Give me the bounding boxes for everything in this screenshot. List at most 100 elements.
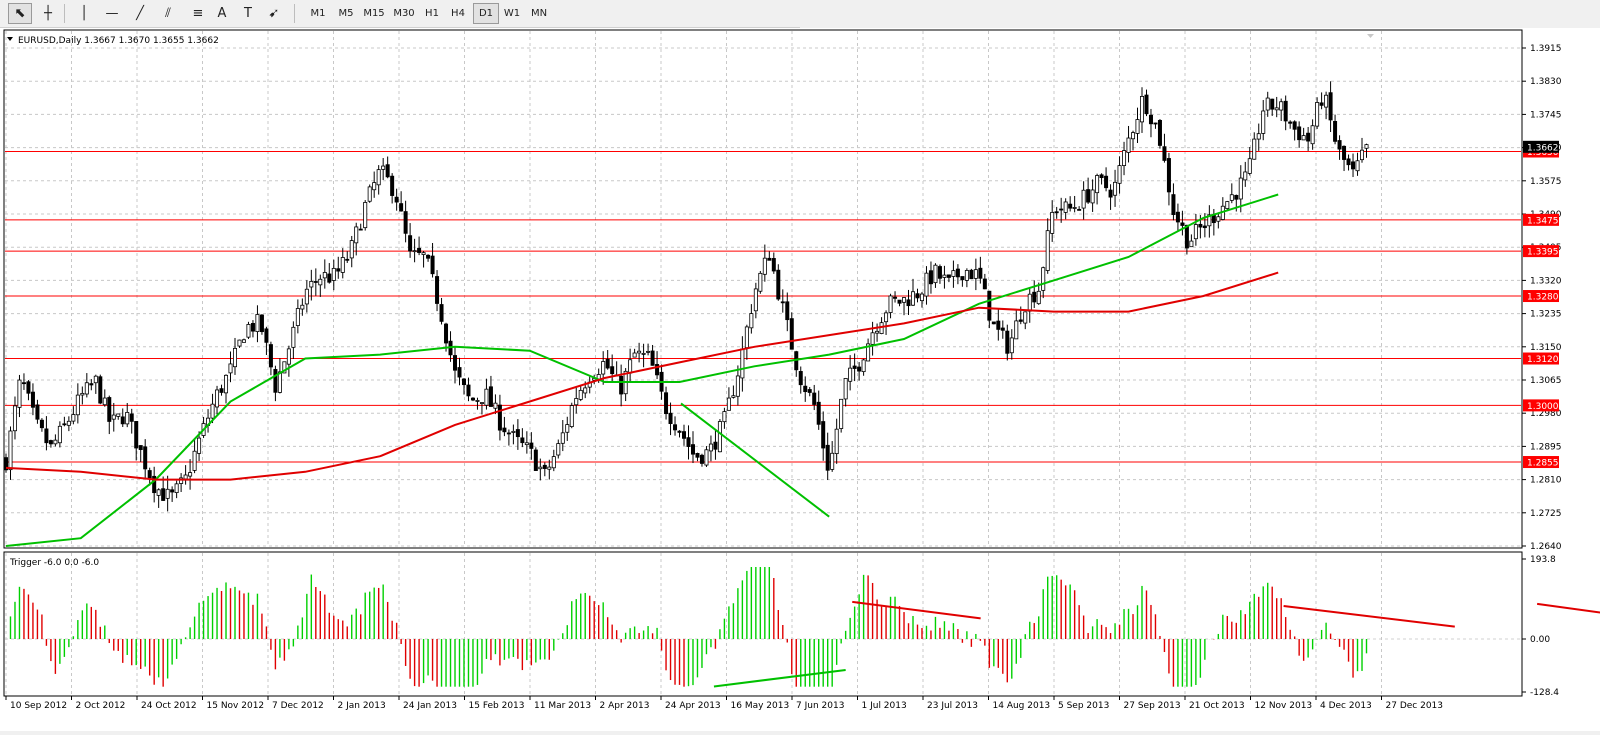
candle-body: [1328, 92, 1333, 121]
candle-body: [179, 477, 184, 484]
cursor-icon[interactable]: ⬉: [8, 3, 32, 24]
candle-body: [789, 318, 794, 350]
level-price-label: 1.3650: [1527, 148, 1559, 158]
candle-body: [668, 412, 673, 425]
candle-body: [1162, 146, 1167, 161]
candle-body: [1166, 158, 1171, 193]
candle-body: [479, 402, 484, 404]
candle-body: [870, 332, 875, 345]
candle-body: [915, 293, 920, 299]
candle-body: [1315, 102, 1320, 127]
candle-body: [1122, 150, 1127, 166]
candle-body: [215, 389, 220, 408]
candle-body: [807, 389, 812, 393]
candle-body: [1342, 145, 1347, 160]
timeframe-m5[interactable]: M5: [338, 8, 354, 19]
candle-body: [605, 358, 610, 369]
candle-body: [1256, 133, 1261, 140]
candle-body: [1050, 211, 1055, 234]
candle-body: [138, 445, 143, 450]
candle-body: [830, 452, 835, 470]
time-tick-label: 2 Apr 2013: [600, 701, 650, 711]
timeframe-h4[interactable]: H4: [451, 8, 465, 19]
candle-body: [1131, 132, 1136, 140]
chart-window[interactable]: 1.39151.38301.37451.36601.35751.34901.34…: [0, 28, 1600, 731]
text-label-icon[interactable]: T: [244, 6, 252, 21]
candle-body: [493, 402, 498, 409]
level-price-label: 1.3000: [1527, 402, 1559, 412]
chart-collapse-icon[interactable]: [7, 37, 13, 41]
candle-body: [1126, 137, 1131, 153]
candle-body: [978, 267, 983, 279]
candle-body: [183, 474, 188, 480]
trendline-icon[interactable]: ╱: [136, 6, 144, 21]
price-pane[interactable]: [3, 29, 1523, 549]
arrows-icon[interactable]: ➹: [268, 6, 280, 21]
candle-body: [1077, 208, 1082, 211]
candle-body: [291, 326, 296, 348]
candle-body: [417, 247, 422, 253]
indicator-tick-label: 0.00: [1530, 635, 1550, 645]
candle-body: [430, 255, 435, 275]
trend-line[interactable]: [680, 402, 830, 518]
candle-body: [1319, 102, 1324, 106]
candle-body: [1310, 125, 1315, 145]
indicator-trend-line[interactable]: [1283, 604, 1455, 628]
candle-body: [48, 440, 53, 445]
candle-body: [75, 394, 80, 416]
candle-body: [394, 196, 399, 203]
candle-body: [1184, 224, 1189, 249]
candle-body: [1189, 240, 1194, 248]
chart-svg[interactable]: 1.39151.38301.37451.36601.35751.34901.34…: [0, 28, 1600, 731]
candle-body: [951, 270, 956, 277]
timeframe-m15[interactable]: M15: [363, 8, 385, 19]
timeframe-mn[interactable]: MN: [530, 8, 548, 19]
candle-body: [188, 472, 193, 477]
candle-body: [161, 488, 166, 501]
timeframe-w1[interactable]: W1: [503, 8, 521, 19]
candle-body: [1032, 291, 1037, 303]
candle-body: [170, 489, 175, 493]
level-price-tag: [1523, 290, 1559, 303]
candle-body: [237, 339, 242, 347]
indicator-pane[interactable]: [3, 551, 1523, 697]
fibonacci-icon[interactable]: ≡: [192, 6, 204, 21]
candle-body: [84, 382, 89, 395]
candle-body: [1324, 94, 1329, 108]
text-icon[interactable]: A: [217, 6, 227, 21]
candle-body: [300, 304, 305, 310]
indicator-trend-line[interactable]: [1536, 602, 1600, 614]
timeframe-m30[interactable]: M30: [393, 8, 415, 19]
candle-body: [143, 446, 148, 470]
timeframe-d1[interactable]: D1: [473, 3, 499, 24]
vertical-line-icon[interactable]: │: [80, 6, 88, 21]
crosshair-icon[interactable]: ┼: [44, 6, 52, 21]
candle-body: [1279, 101, 1284, 111]
candle-body: [466, 384, 471, 397]
timeframe-h1[interactable]: H1: [425, 8, 439, 19]
candle-body: [708, 443, 713, 452]
level-price-tag: [1523, 245, 1559, 258]
timeframe-m1[interactable]: M1: [310, 8, 326, 19]
indicator-trend-line[interactable]: [713, 668, 846, 688]
candle-body: [713, 441, 718, 450]
candle-body: [690, 444, 695, 455]
candle-body: [1117, 165, 1122, 184]
candle-body: [857, 366, 862, 372]
shift-marker-icon[interactable]: [1367, 34, 1374, 38]
horizontal-line-icon[interactable]: —: [105, 6, 119, 21]
candle-body: [1014, 320, 1019, 340]
candle-body: [1108, 189, 1113, 198]
indicator-trend-line[interactable]: [852, 600, 981, 620]
equidistant-channel-icon[interactable]: ⫽: [165, 6, 171, 21]
candle-body: [1023, 311, 1028, 324]
candle-body: [897, 299, 902, 304]
candle-body: [1270, 98, 1275, 110]
candle-body: [771, 258, 776, 272]
candle-body: [439, 304, 444, 322]
time-tick-label: 7 Jun 2013: [796, 701, 844, 711]
candle-body: [340, 257, 345, 273]
toolbar: ⬉ ┼ │ — ╱ ⫽ ≡ A T ➹ M1 M5 M15 M30 H1 H4 D1 W1 MN: [0, 0, 800, 28]
candle-body: [1216, 216, 1221, 222]
candle-body: [111, 414, 116, 420]
